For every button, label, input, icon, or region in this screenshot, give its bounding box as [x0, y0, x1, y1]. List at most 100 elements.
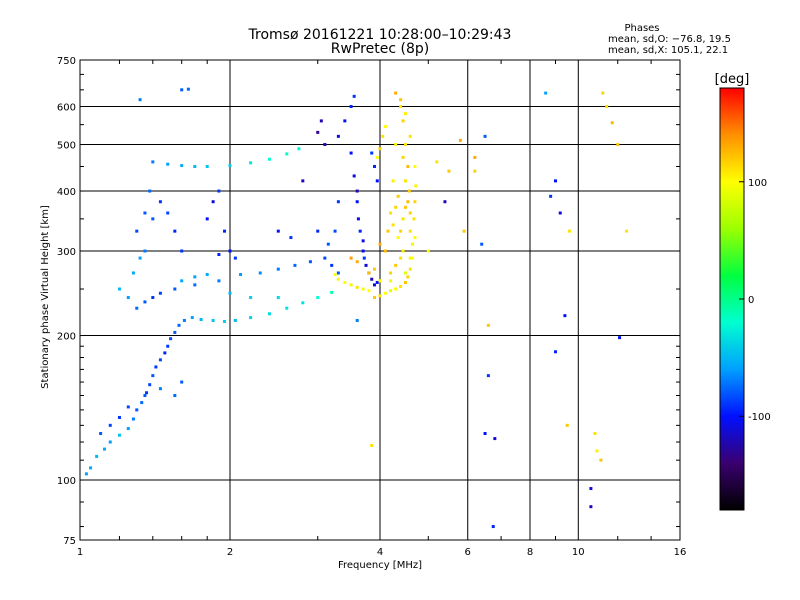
- data-point: [413, 164, 417, 168]
- data-point: [217, 279, 221, 283]
- data-point: [217, 189, 221, 193]
- chart-subtitle: RwPretec (8p): [330, 41, 430, 57]
- data-point: [401, 217, 405, 221]
- data-point: [558, 211, 562, 215]
- plot-frame: [79, 59, 681, 541]
- data-point: [378, 294, 382, 298]
- stats-heading: Phases: [624, 23, 660, 34]
- data-point: [349, 256, 353, 260]
- data-point: [589, 487, 593, 491]
- data-point: [394, 91, 398, 95]
- x-tick-label: 16: [674, 547, 687, 558]
- data-point: [285, 152, 289, 156]
- data-point: [249, 296, 253, 300]
- colorbar-label: [deg]: [715, 72, 750, 87]
- data-point: [349, 151, 353, 155]
- data-point: [330, 290, 334, 294]
- data-point: [205, 217, 209, 221]
- data-point: [375, 155, 379, 159]
- data-point: [180, 249, 184, 253]
- data-point: [553, 179, 557, 183]
- data-point: [426, 249, 430, 253]
- data-point: [383, 125, 387, 129]
- data-point: [473, 155, 477, 159]
- data-point: [285, 306, 289, 310]
- data-point: [276, 267, 280, 271]
- data-point: [553, 350, 557, 354]
- data-point: [173, 287, 177, 291]
- data-point: [399, 256, 403, 260]
- data-point: [173, 229, 177, 233]
- data-point: [370, 444, 374, 448]
- data-point: [411, 256, 415, 260]
- data-point: [173, 394, 177, 398]
- data-point: [406, 200, 410, 204]
- data-point: [177, 323, 181, 327]
- data-point: [375, 179, 379, 183]
- data-point: [249, 161, 253, 165]
- data-point: [336, 271, 340, 275]
- data-point: [267, 157, 271, 161]
- data-point: [249, 316, 253, 320]
- data-point: [399, 229, 403, 233]
- data-point: [355, 200, 359, 204]
- data-point: [411, 242, 415, 246]
- data-point: [373, 164, 377, 168]
- data-point: [401, 119, 405, 123]
- y-tick-label: 500: [57, 141, 76, 152]
- data-point: [370, 277, 374, 281]
- data-point: [378, 242, 382, 246]
- data-point: [408, 134, 412, 138]
- data-point: [99, 432, 103, 436]
- data-point: [593, 432, 597, 436]
- data-point: [361, 287, 365, 291]
- data-point: [166, 162, 170, 166]
- data-point: [473, 169, 477, 173]
- data-point: [95, 454, 99, 458]
- y-tick-label: 300: [57, 247, 76, 258]
- data-point: [616, 143, 620, 147]
- data-point: [406, 275, 410, 279]
- data-point: [326, 242, 330, 246]
- data-point: [158, 291, 162, 295]
- data-point: [386, 229, 390, 233]
- data-point: [223, 319, 227, 323]
- y-tick-label: 200: [57, 332, 76, 343]
- data-point: [373, 267, 377, 271]
- data-point: [205, 164, 209, 168]
- data-point: [567, 229, 571, 233]
- data-point: [138, 256, 142, 260]
- x-tick-label: 6: [465, 547, 471, 558]
- data-point: [276, 229, 280, 233]
- data-point: [143, 249, 147, 253]
- data-point: [135, 408, 139, 412]
- data-point: [355, 189, 359, 193]
- data-point: [199, 317, 203, 321]
- data-point: [180, 380, 184, 384]
- data-point: [349, 283, 353, 287]
- data-point: [483, 134, 487, 138]
- data-point: [599, 458, 603, 462]
- data-point: [228, 291, 232, 295]
- data-point: [173, 330, 177, 334]
- data-point: [117, 287, 121, 291]
- data-point: [406, 164, 410, 168]
- data-point: [316, 130, 320, 134]
- data-point: [412, 217, 416, 221]
- data-point: [89, 466, 93, 470]
- data-point: [336, 134, 340, 138]
- x-axis-label: Frequency [MHz]: [338, 560, 422, 571]
- data-point: [205, 273, 209, 277]
- data-point: [367, 271, 371, 275]
- data-point: [131, 417, 135, 421]
- data-point: [131, 271, 135, 275]
- data-point: [458, 138, 462, 142]
- data-point: [367, 289, 371, 293]
- data-point: [352, 174, 356, 178]
- data-point: [625, 229, 629, 233]
- colorbar: 100 0 -100 [deg]: [715, 72, 771, 511]
- data-point: [276, 296, 280, 300]
- data-point: [166, 344, 170, 348]
- data-point: [289, 236, 293, 240]
